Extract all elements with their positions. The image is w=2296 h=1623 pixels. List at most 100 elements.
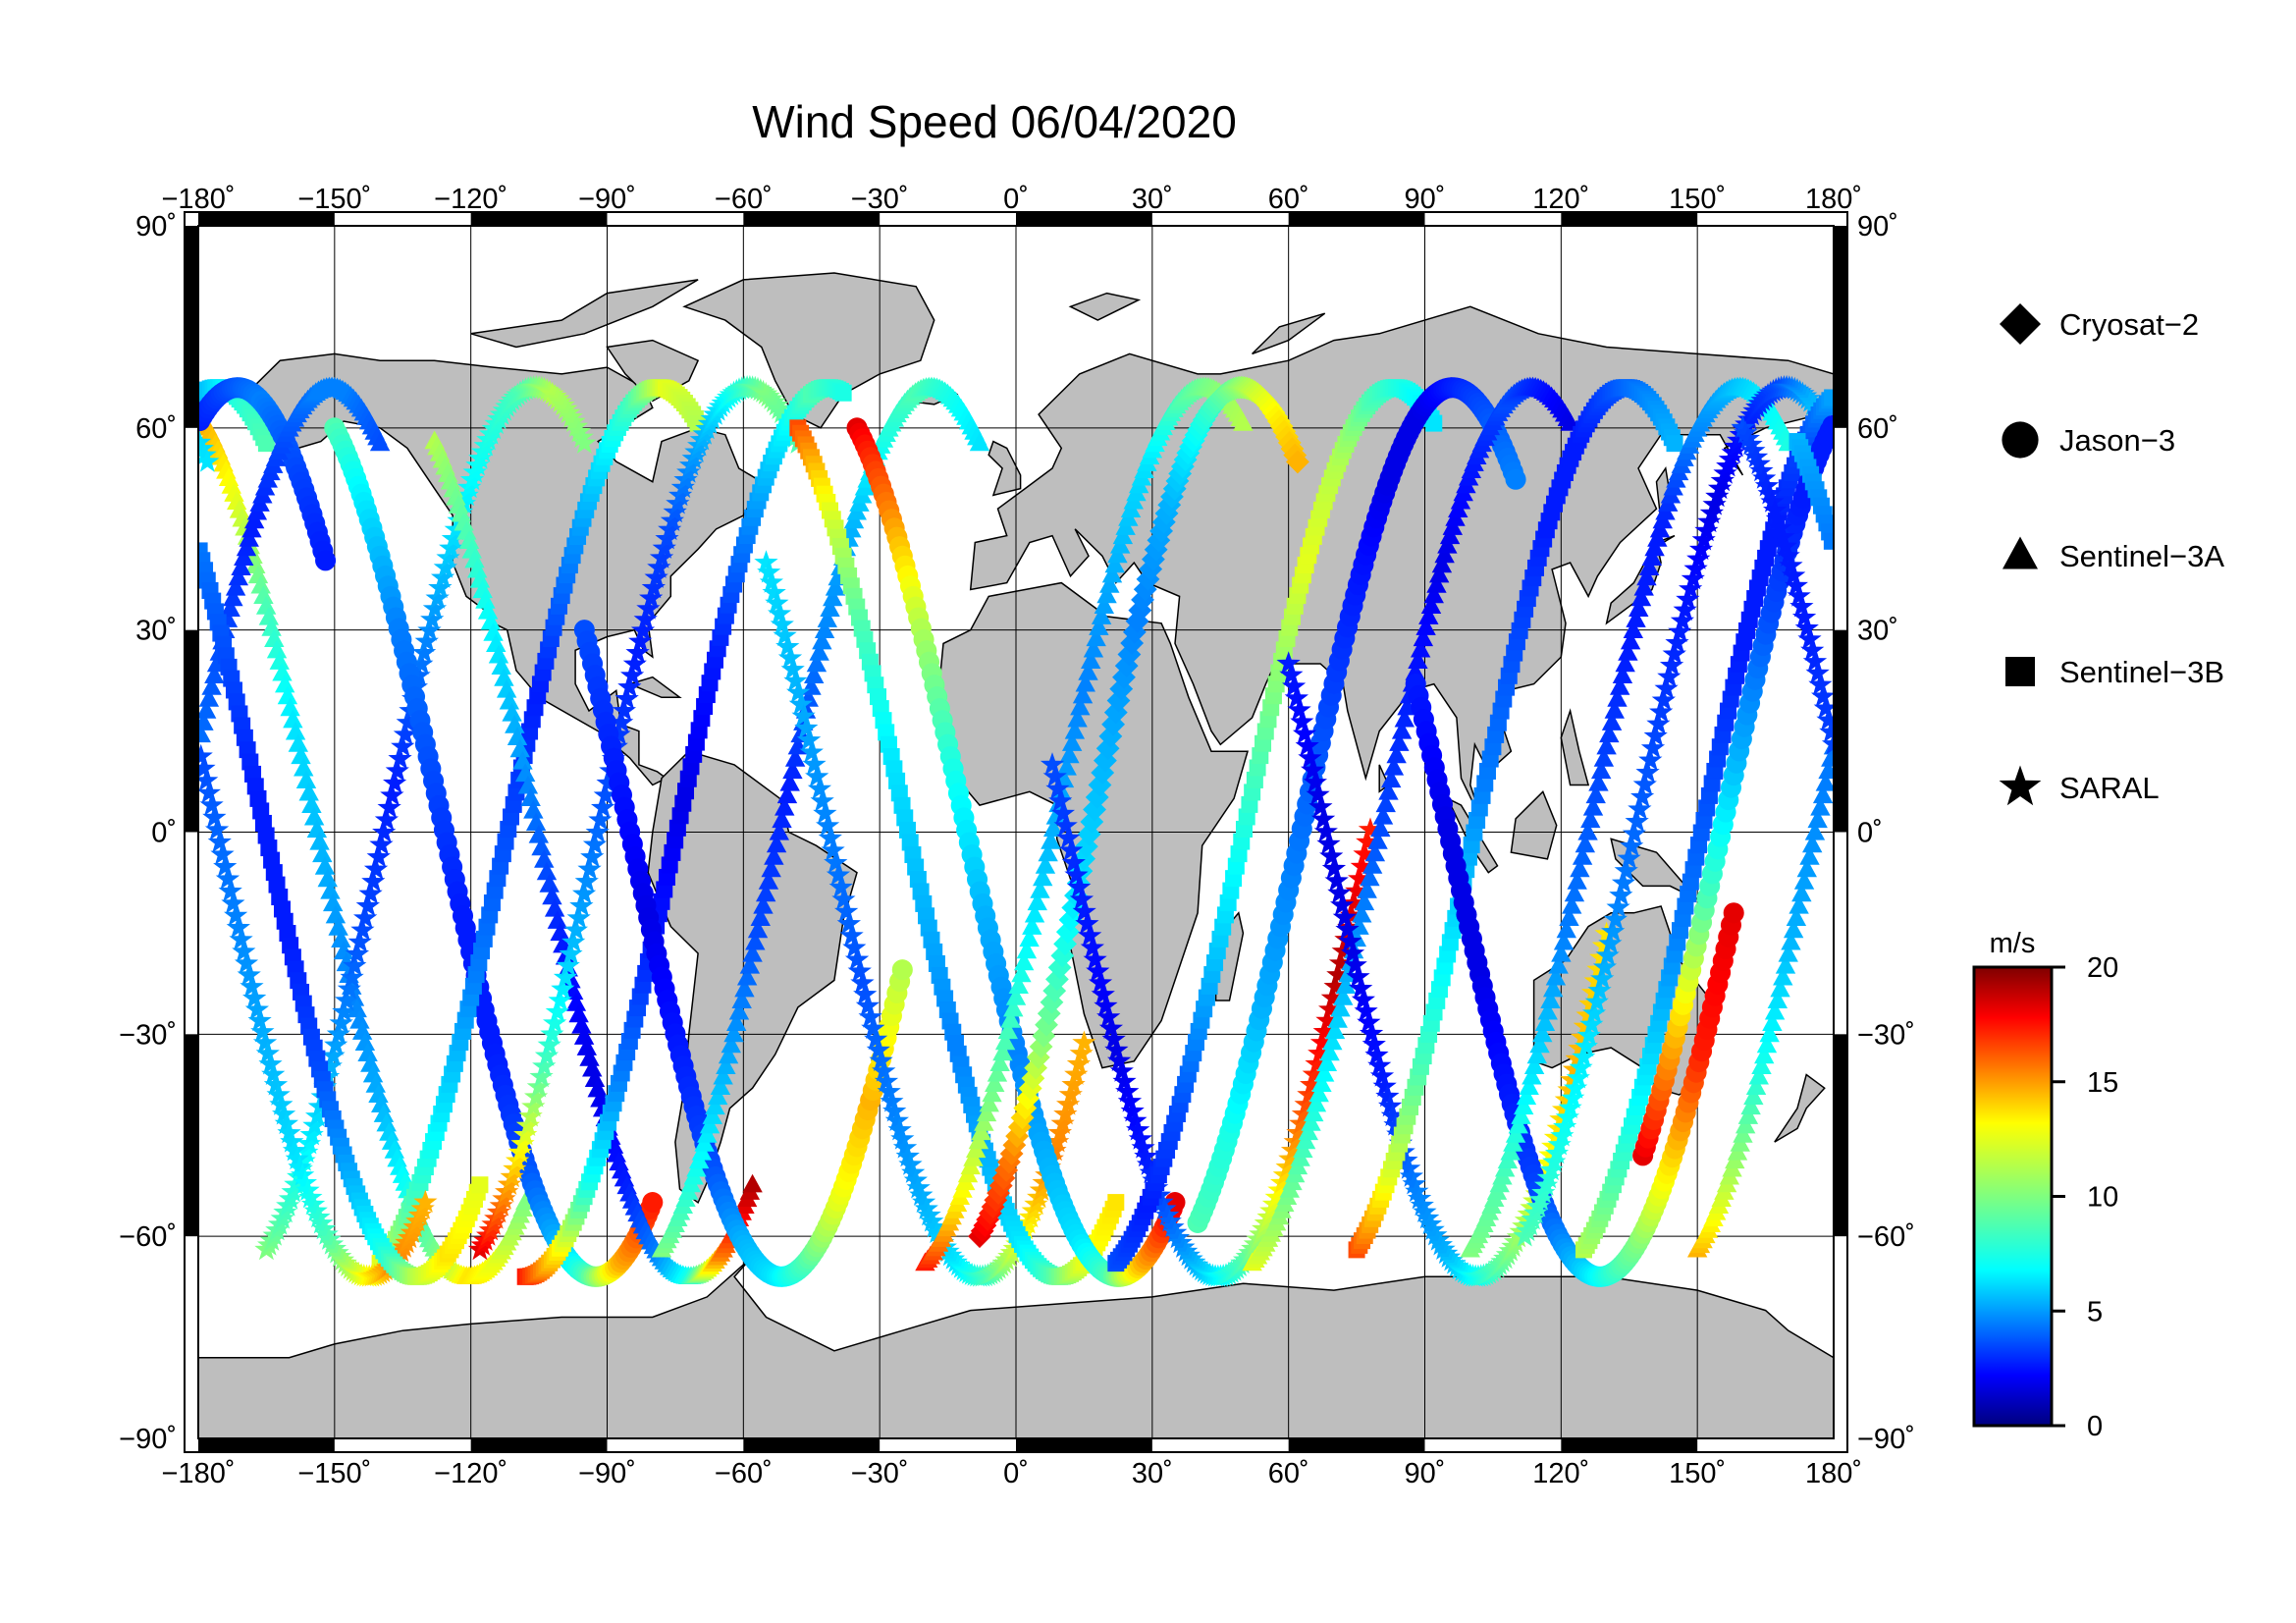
track-point bbox=[1804, 821, 1826, 840]
track-point bbox=[864, 1027, 888, 1051]
track-point bbox=[985, 1073, 1005, 1093]
track-point bbox=[295, 1177, 320, 1201]
track-point bbox=[1523, 1055, 1545, 1074]
track-point bbox=[1607, 688, 1628, 707]
track-point bbox=[414, 628, 439, 652]
track-point bbox=[1094, 748, 1117, 773]
track-point bbox=[1564, 883, 1585, 902]
track-point bbox=[1357, 1009, 1381, 1033]
track-point bbox=[1284, 685, 1308, 709]
track-point bbox=[1094, 595, 1115, 614]
track-point bbox=[1779, 553, 1803, 576]
track-point bbox=[1394, 708, 1415, 728]
track-point bbox=[1629, 598, 1649, 617]
track-point bbox=[1370, 818, 1391, 838]
track-point bbox=[572, 430, 597, 454]
track-point bbox=[1089, 617, 1109, 635]
track-point bbox=[198, 743, 213, 767]
track-point bbox=[1622, 821, 1646, 844]
track-point bbox=[505, 1148, 530, 1171]
track-point bbox=[866, 1038, 890, 1061]
track-point bbox=[1152, 1196, 1177, 1219]
track-point bbox=[809, 642, 829, 661]
track-point bbox=[880, 1089, 904, 1112]
track-point bbox=[1306, 1093, 1327, 1112]
track-point bbox=[620, 663, 645, 686]
track-point bbox=[1534, 1012, 1556, 1031]
frame-segment bbox=[1016, 212, 1152, 226]
track-point bbox=[1659, 653, 1684, 676]
lat-tick-label-left: −30˚ bbox=[119, 1019, 177, 1051]
track-point bbox=[1131, 1135, 1155, 1159]
track-point bbox=[320, 880, 341, 899]
track-point bbox=[1580, 809, 1601, 829]
track-point bbox=[1686, 546, 1711, 569]
track-point bbox=[237, 962, 261, 986]
track-point bbox=[534, 1043, 560, 1066]
track-point bbox=[1783, 919, 1804, 939]
track-point bbox=[759, 569, 783, 593]
track-point bbox=[917, 1203, 941, 1226]
track-point bbox=[736, 966, 758, 986]
lat-tick-label-right: 60˚ bbox=[1857, 413, 1898, 445]
track-point bbox=[318, 1054, 343, 1077]
track-point bbox=[221, 891, 245, 914]
track-point bbox=[349, 1009, 370, 1029]
lon-tick-label-bottom: −180˚ bbox=[162, 1458, 236, 1489]
frame-segment bbox=[1288, 212, 1425, 226]
track-point bbox=[1309, 1030, 1335, 1054]
track-point bbox=[824, 850, 848, 874]
track-point bbox=[1155, 1203, 1180, 1226]
track-point bbox=[411, 640, 437, 664]
track-point bbox=[322, 1236, 347, 1260]
circle-legend-icon bbox=[2002, 421, 2039, 459]
lon-tick-label-bottom: −90˚ bbox=[578, 1458, 636, 1489]
track-point bbox=[1526, 1045, 1548, 1064]
track-point bbox=[1508, 1114, 1528, 1134]
track-point bbox=[1762, 1012, 1783, 1031]
track-point bbox=[1576, 1023, 1601, 1047]
track-point bbox=[1579, 1011, 1604, 1035]
track-point bbox=[1096, 584, 1117, 604]
frame-segment bbox=[470, 1438, 608, 1452]
track-point bbox=[1117, 642, 1142, 667]
track-point bbox=[288, 733, 309, 752]
track-point bbox=[577, 856, 602, 880]
track-point bbox=[1346, 964, 1370, 988]
track-point bbox=[1626, 609, 1646, 627]
track-point bbox=[295, 770, 317, 788]
track-point bbox=[777, 645, 803, 669]
axis-tick-labels: −180˚ −180˚ −150˚ −150˚ −120˚ −120˚ −90˚ −90˚ −6… bbox=[119, 184, 1915, 1489]
track-point bbox=[380, 783, 404, 806]
track-point bbox=[1174, 1239, 1199, 1263]
track-point bbox=[371, 1094, 392, 1113]
frame-segment bbox=[185, 226, 198, 428]
track-point bbox=[320, 1231, 345, 1255]
track-point bbox=[1611, 870, 1636, 893]
track-point bbox=[1420, 595, 1442, 614]
track-point bbox=[1737, 1106, 1759, 1124]
track-point bbox=[855, 994, 880, 1017]
track-point bbox=[360, 1054, 381, 1072]
track-point bbox=[201, 676, 222, 695]
track-point bbox=[1303, 770, 1327, 793]
track-point bbox=[545, 1000, 569, 1023]
track-point bbox=[1787, 583, 1811, 607]
track-point bbox=[1101, 564, 1123, 583]
track-point bbox=[350, 917, 375, 941]
track-point bbox=[1699, 501, 1724, 524]
track-point bbox=[660, 508, 684, 531]
track-point bbox=[1367, 1054, 1392, 1076]
track-point bbox=[1086, 627, 1106, 647]
track-point bbox=[1437, 534, 1458, 554]
track-point bbox=[420, 607, 445, 630]
track-point bbox=[551, 976, 575, 1000]
track-point bbox=[1550, 1123, 1575, 1147]
track-point bbox=[1298, 745, 1322, 769]
track-point bbox=[1598, 931, 1623, 954]
track-point bbox=[564, 414, 589, 438]
track-point bbox=[1083, 947, 1107, 970]
track-point bbox=[1759, 1023, 1780, 1043]
track-point bbox=[802, 752, 827, 776]
